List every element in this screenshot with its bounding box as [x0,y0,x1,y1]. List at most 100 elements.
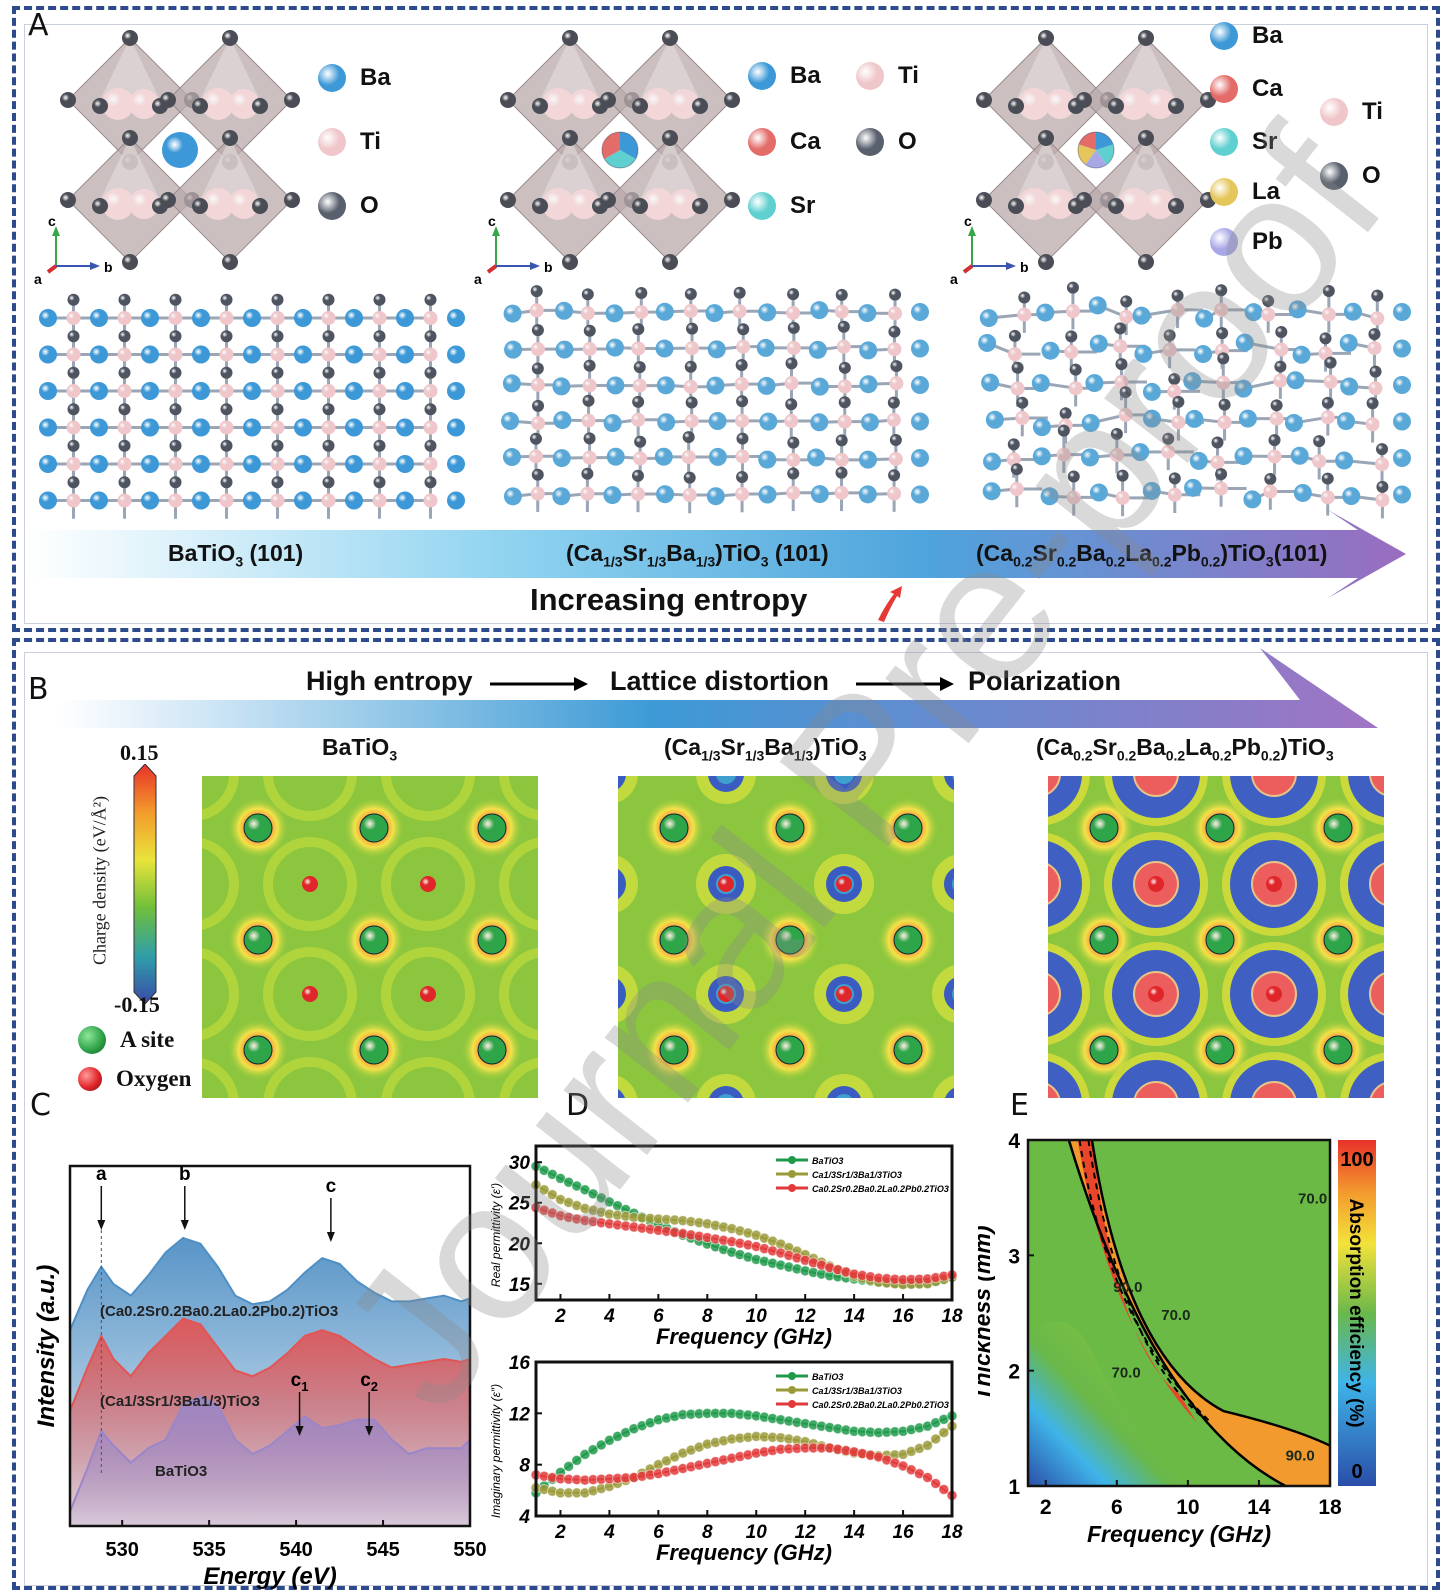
ti-atom [630,486,645,501]
o-atom [500,92,516,108]
series-name-label: (Ca1/3Sr1/3Ba1/3)TiO3 [100,1393,260,1410]
legend-item-ca: Ca [748,128,821,156]
a-site-atom [1323,925,1353,955]
ti-atom [168,311,183,325]
a-atom [447,418,465,437]
a-site-atom [1205,925,1235,955]
ti-atom [530,377,545,392]
formula-text: (Ca [664,734,702,760]
oxygen-atom [302,876,318,892]
formula-subscript: 0.2 [1212,747,1232,764]
ti-atom [117,420,132,435]
a-atom [858,485,877,504]
a-site-atom [1089,813,1119,843]
a-atom [606,376,625,395]
o-atom [1163,329,1176,342]
series-line-2 [69,1395,471,1512]
formula-subscript: 3 [760,553,769,570]
o-atom [169,476,182,489]
o-atom [787,288,800,301]
b-arrow-icon [1006,262,1016,270]
o-atom [787,321,800,334]
a-atom [502,448,521,467]
density-high [1133,1081,1179,1098]
legend-item-sr: Sr [1210,128,1277,156]
ti-atom [270,493,285,508]
a-atom [655,339,674,358]
charge-colorbar [133,764,157,1004]
ti-atom [736,339,751,354]
a-atom [706,487,725,506]
o-atom [1008,98,1024,114]
o-atom [736,432,749,445]
x-tick-label: 6 [653,1306,664,1327]
axis-triad: c b a [474,213,553,287]
o-atom [736,471,749,484]
oxygen-atom [420,876,436,892]
ti-atom [270,384,285,398]
panel-b-inner [24,652,1428,1586]
a-atom [396,491,414,510]
density-ring [263,837,357,931]
density-ring [381,776,475,821]
y-tick-label: 1 [1008,1476,1020,1499]
density-high [1369,862,1384,906]
a-site-slice [1096,132,1114,150]
ti-atom [1216,375,1231,390]
o-atom [838,361,851,374]
octahedron-face [200,138,260,200]
ti-atom [582,378,597,393]
a-atom [396,309,414,327]
a-atom [192,455,210,473]
map-title-cst: (Ca1/3Sr1/3Ba1/3)TiO3 [664,734,867,764]
density-core [836,1094,852,1098]
o-atom [67,403,80,416]
ti-atom [372,493,387,508]
a-atom [294,345,312,364]
o-atom [1016,396,1029,409]
a-atom [1194,345,1213,364]
a-atom [503,304,522,323]
o-atom [373,403,386,416]
data-point [563,1460,575,1472]
ti-atom [117,347,132,362]
formula-subscript: 3 [1265,553,1274,570]
x-tick-label: 535 [192,1539,225,1561]
peak-arrow-head-icon [295,1426,304,1436]
o-atom [662,254,678,270]
o-atom [500,192,516,208]
a-site-atom [1323,1035,1353,1065]
o-atom [736,395,749,408]
legend-item-la: La [1210,178,1280,206]
ti-atom [1066,490,1081,505]
legend-label: Ti [898,62,919,89]
a-atom [808,340,827,359]
o-atom [1067,470,1080,483]
ti-atom [1273,373,1288,388]
a-atom [1343,302,1362,321]
ti-atom [1368,381,1383,396]
a-atom [1238,409,1257,428]
contour-90-dashed [1078,1139,1212,1424]
data-point [930,1433,942,1445]
o-atom [583,359,596,372]
a-atom [1342,487,1361,506]
a-atom [1089,483,1108,502]
peak-band [1077,1140,1197,1423]
a-atom [90,382,108,400]
a-atom [1143,409,1162,428]
a-atom [807,448,826,467]
colorbar-label: Absorption efficiency (%) [1345,1198,1366,1427]
colorbar [1338,1140,1376,1486]
density-ring [381,837,475,931]
o-atom [631,469,644,482]
o-atom [1138,254,1154,270]
o-atom [118,439,131,452]
a-atom [706,376,725,395]
a-atom [294,455,312,473]
o-atom [887,396,900,409]
o-atom [634,435,647,448]
density-ring [263,776,357,821]
x-tick-label: 545 [366,1539,399,1561]
o-atom [682,431,695,444]
